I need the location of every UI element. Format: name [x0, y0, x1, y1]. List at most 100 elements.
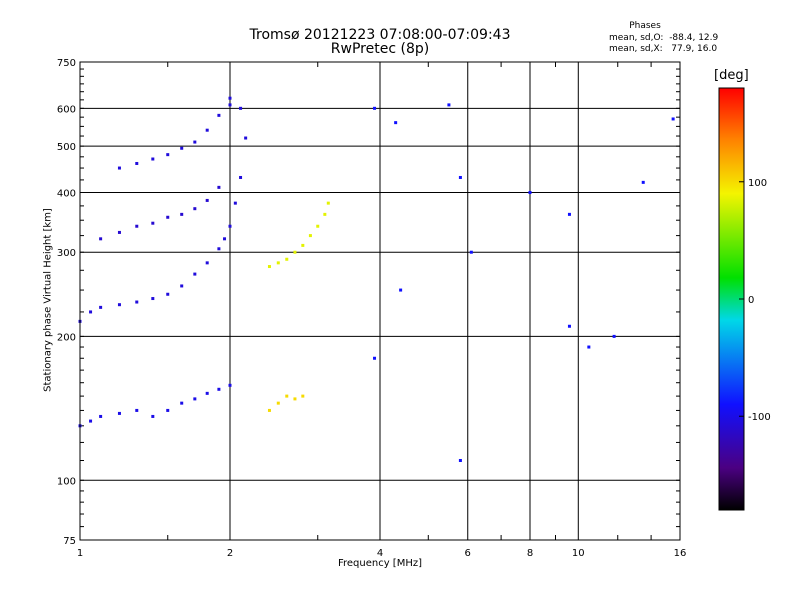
data-point: [117, 230, 121, 234]
data-point: [301, 243, 305, 247]
data-point: [612, 334, 616, 338]
data-point: [567, 212, 571, 216]
data-point: [166, 408, 170, 412]
x-tick-label: 16: [674, 548, 687, 559]
x-tick-label: 1: [77, 548, 83, 559]
data-point: [293, 397, 297, 401]
data-point: [447, 103, 451, 107]
data-point: [293, 250, 297, 254]
x-tick-label: 4: [377, 548, 383, 559]
grid-layer: [79, 61, 681, 541]
data-point: [151, 414, 155, 418]
data-point: [301, 394, 305, 398]
y-tick-label: 75: [63, 536, 76, 547]
data-point: [180, 401, 184, 405]
data-point: [323, 212, 327, 216]
data-point: [99, 305, 103, 309]
data-point: [193, 207, 197, 211]
data-point: [267, 265, 271, 269]
y-tick-label: 200: [57, 332, 76, 343]
data-point: [285, 257, 289, 261]
data-point: [671, 117, 675, 121]
data-point: [135, 408, 139, 412]
data-point: [458, 458, 462, 462]
y-tick-label: 600: [57, 104, 76, 115]
stats-line-o: mean, sd,O: -88.4, 12.9: [609, 33, 719, 43]
stats-line-x: mean, sd,X: 77.9, 16.0: [609, 44, 718, 54]
x-tick-label: 10: [572, 548, 585, 559]
data-point: [166, 215, 170, 219]
plot-frame: [79, 61, 681, 541]
data-point: [276, 261, 280, 265]
y-tick-label: 300: [57, 248, 76, 259]
data-point: [228, 103, 232, 107]
data-point: [99, 237, 103, 241]
data-point: [205, 391, 209, 395]
data-point: [193, 272, 197, 276]
data-point: [151, 157, 155, 161]
data-point: [276, 401, 280, 405]
data-point: [308, 234, 312, 238]
data-point: [166, 292, 170, 296]
data-point: [217, 247, 221, 251]
data-point: [99, 414, 103, 418]
x-tick-label: 2: [227, 548, 233, 559]
data-point: [399, 288, 403, 292]
data-point: [180, 146, 184, 150]
data-point: [117, 166, 121, 170]
data-point: [267, 408, 271, 412]
data-point: [180, 284, 184, 288]
y-tick-label: 400: [57, 188, 76, 199]
colorbar-ticks: 100 0 -100: [739, 178, 771, 423]
data-point: [458, 175, 462, 179]
data-point: [326, 201, 330, 205]
data-point: [567, 324, 571, 328]
data-point: [205, 198, 209, 202]
stats-title: Phases: [629, 21, 661, 31]
data-point: [641, 180, 645, 184]
data-point: [193, 397, 197, 401]
colorbar-tick-label: 0: [748, 295, 754, 306]
data-point: [239, 175, 243, 179]
data-point: [166, 153, 170, 157]
y-tick-label: 500: [57, 142, 76, 153]
data-point: [217, 113, 221, 117]
data-point: [217, 387, 221, 391]
data-point: [180, 212, 184, 216]
data-point: [373, 356, 377, 360]
x-tick-labels: 1 2 4 6 8 10 16: [77, 548, 687, 559]
data-point: [469, 250, 473, 254]
colorbar-label: [deg]: [714, 68, 749, 83]
data-point: [135, 224, 139, 228]
x-axis-label: Frequency [MHz]: [337, 558, 423, 569]
x-tick-label: 8: [527, 548, 533, 559]
data-point: [193, 140, 197, 144]
data-point: [528, 190, 532, 194]
colorbar-tick-label: -100: [748, 412, 771, 423]
data-point: [587, 345, 591, 349]
data-point: [316, 224, 320, 228]
data-point: [239, 106, 243, 110]
y-tick-labels: 75 100 200 300 400 500 600 750: [57, 58, 76, 547]
x-tick-label: 6: [465, 548, 471, 559]
data-point: [223, 237, 227, 241]
data-point: [205, 261, 209, 265]
data-point: [89, 419, 93, 423]
data-point: [117, 303, 121, 307]
chart-subtitle: RwPretec (8p): [330, 41, 430, 57]
data-point: [244, 136, 248, 140]
data-point: [151, 221, 155, 225]
data-point: [228, 383, 232, 387]
chart-title: Tromsø 20121223 07:08:00-07:09:43: [249, 27, 511, 43]
data-point: [233, 201, 237, 205]
data-point: [394, 121, 398, 125]
data-point: [151, 297, 155, 301]
points-layer: [78, 96, 675, 462]
data-point: [217, 185, 221, 189]
colorbar-tick-label: 100: [748, 178, 767, 189]
data-point: [117, 411, 121, 415]
y-tick-label: 100: [57, 476, 76, 487]
y-tick-label: 750: [57, 58, 76, 69]
data-point: [373, 106, 377, 110]
